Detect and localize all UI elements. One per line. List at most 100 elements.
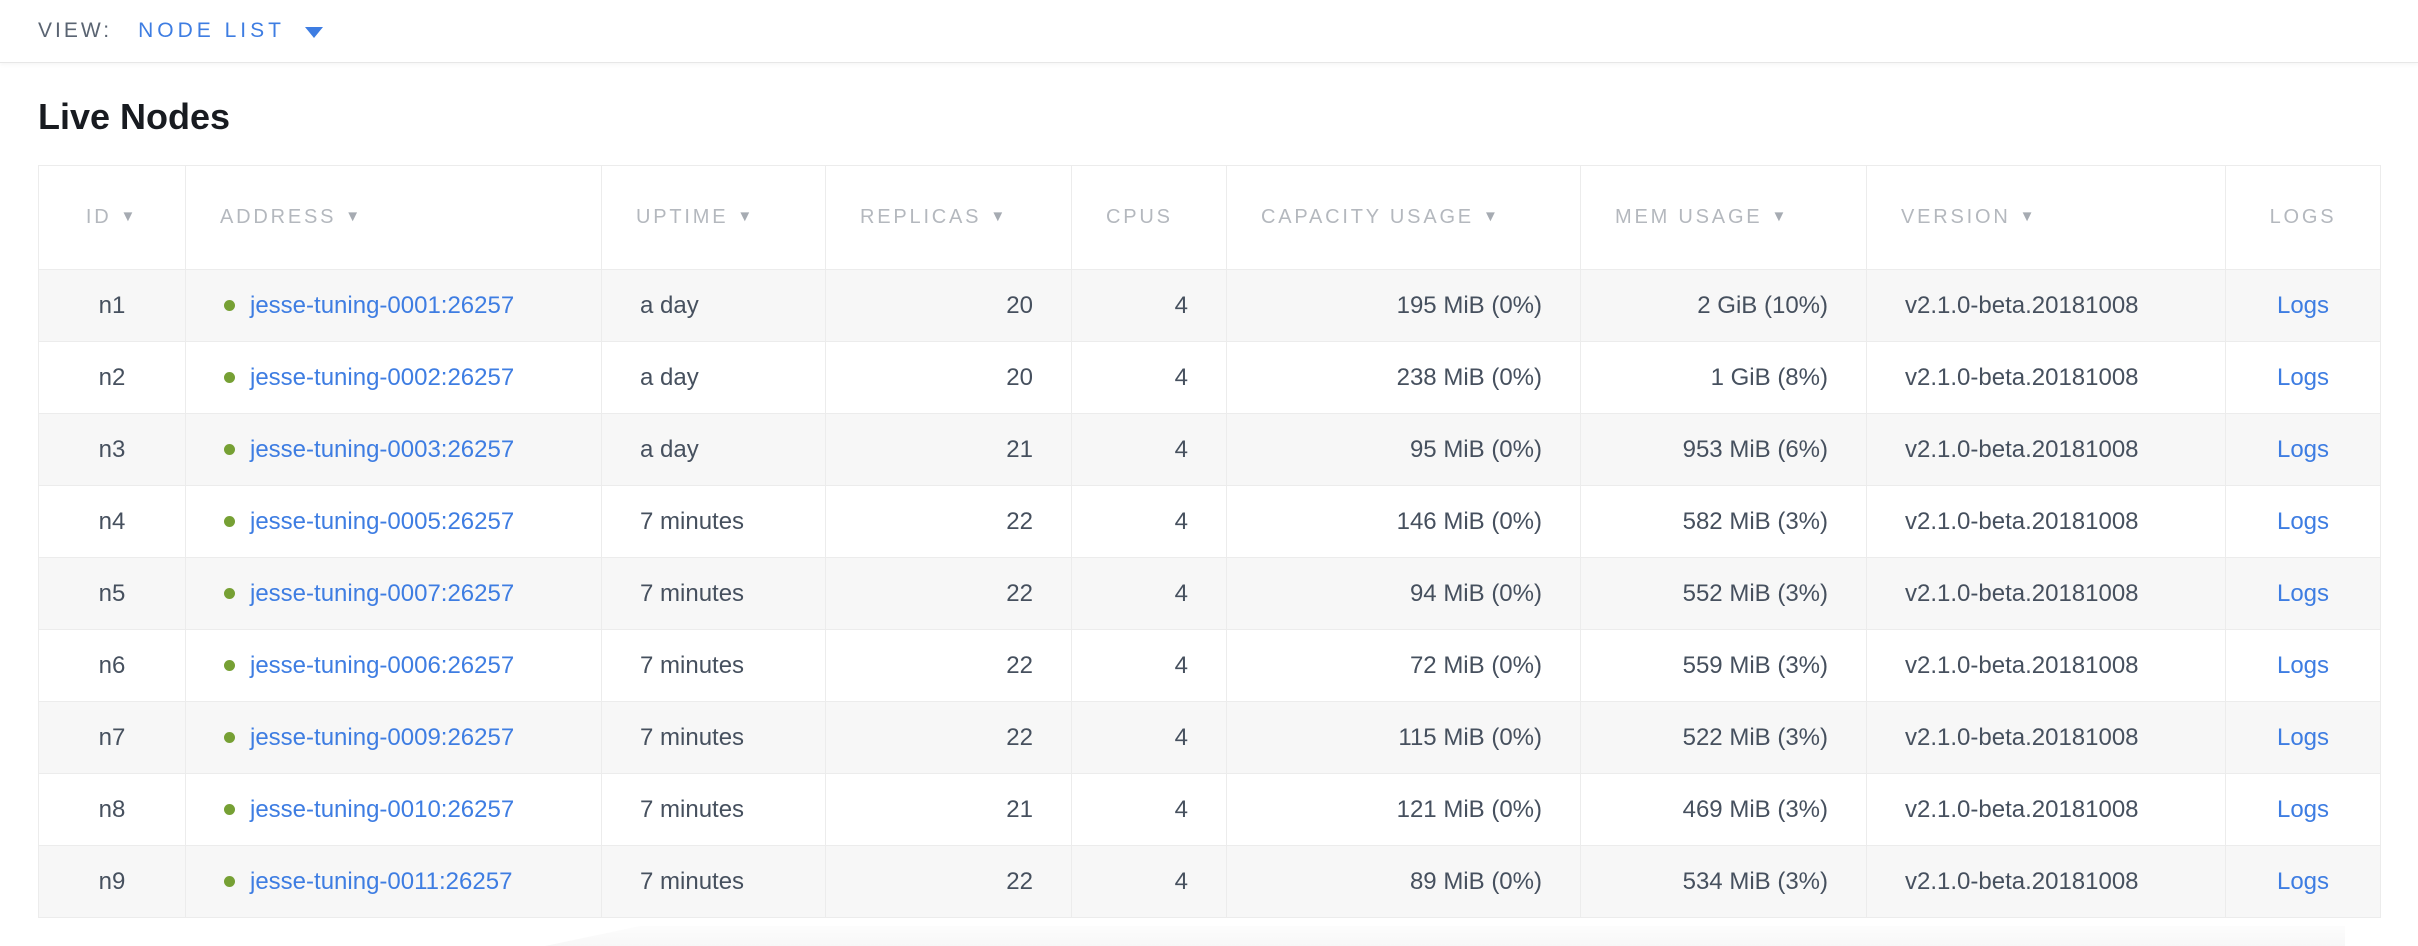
sort-arrow-icon: ▼: [1771, 208, 1790, 225]
node-row-n9: n9 jesse-tuning-0011:26257 7 minutes 22 4 89 …: [38, 845, 2381, 918]
cell-logs: Logs: [2225, 269, 2381, 342]
cell-logs: Logs: [2225, 845, 2381, 918]
cell-logs: Logs: [2225, 557, 2381, 630]
node-logs-link[interactable]: Logs: [2276, 507, 2330, 535]
view-label: VIEW:: [38, 19, 113, 42]
cell-cpus: 4: [1071, 413, 1227, 486]
sort-arrow-icon: ▼: [2019, 208, 2038, 225]
node-address-link[interactable]: jesse-tuning-0009:26257: [250, 723, 515, 751]
node-address-link[interactable]: jesse-tuning-0005:26257: [250, 507, 515, 535]
sort-arrow-icon: ▼: [990, 208, 1008, 225]
node-logs-link[interactable]: Logs: [2276, 867, 2330, 895]
node-logs-link[interactable]: Logs: [2276, 291, 2330, 319]
node-logs-link[interactable]: Logs: [2276, 579, 2330, 607]
table-header: ID ▼ ADDRESS ▼ UPTIME ▼ REPLICAS ▼ CPUS CAPACITY …: [38, 165, 2381, 270]
cell-version: v2.1.0-beta.20181008: [1866, 557, 2226, 630]
address-cell-content: jesse-tuning-0003:26257: [224, 436, 563, 464]
cell-version: v2.1.0-beta.20181008: [1866, 341, 2226, 414]
node-row-n5: n5 jesse-tuning-0007:26257 7 minutes 22 4 94 …: [38, 557, 2381, 630]
column-header-label: UPTIME: [636, 206, 729, 228]
node-address-link[interactable]: jesse-tuning-0007:26257: [250, 579, 515, 607]
page-title: Live Nodes: [38, 96, 231, 137]
column-header-uptime[interactable]: UPTIME ▼: [601, 165, 826, 270]
cell-capacity: 238 MiB (0%): [1226, 341, 1581, 414]
column-header-version[interactable]: VERSION ▼: [1866, 165, 2226, 270]
cell-address: jesse-tuning-0005:26257: [185, 485, 602, 558]
cell-capacity: 95 MiB (0%): [1226, 413, 1581, 486]
cell-replicas: 22: [825, 845, 1072, 918]
cell-logs: Logs: [2225, 341, 2381, 414]
live-status-dot-icon: [224, 372, 235, 383]
live-status-dot-icon: [224, 660, 235, 671]
column-header-label: ADDRESS: [220, 206, 337, 228]
cell-version: v2.1.0-beta.20181008: [1866, 629, 2226, 702]
column-header-label: CPUS: [1106, 206, 1173, 228]
column-header-replicas[interactable]: REPLICAS ▼: [825, 165, 1072, 270]
column-header-id[interactable]: ID ▼: [38, 165, 186, 270]
column-header-label: VERSION: [1901, 206, 2011, 228]
node-row-n8: n8 jesse-tuning-0010:26257 7 minutes 21 4 121…: [38, 773, 2381, 846]
node-row-n2: n2 jesse-tuning-0002:26257 a day 20 4 238 MiB…: [38, 341, 2381, 414]
cell-uptime: 7 minutes: [601, 485, 826, 558]
cell-cpus: 4: [1071, 485, 1227, 558]
cell-mem: 559 MiB (3%): [1580, 629, 1867, 702]
live-nodes-table: ID ▼ ADDRESS ▼ UPTIME ▼ REPLICAS ▼ CPUS CAPACITY …: [38, 165, 2381, 918]
cell-uptime: a day: [601, 341, 826, 414]
node-logs-link[interactable]: Logs: [2276, 795, 2330, 823]
sort-arrow-icon: ▼: [1482, 208, 1501, 225]
node-address-link[interactable]: jesse-tuning-0001:26257: [250, 291, 515, 319]
node-logs-link[interactable]: Logs: [2276, 651, 2330, 679]
cell-mem: 522 MiB (3%): [1580, 701, 1867, 774]
cell-cpus: 4: [1071, 701, 1227, 774]
node-logs-link[interactable]: Logs: [2276, 435, 2330, 463]
column-header-capacity[interactable]: CAPACITY USAGE ▼: [1226, 165, 1581, 270]
cell-id: n2: [38, 341, 186, 414]
address-cell-content: jesse-tuning-0007:26257: [224, 580, 563, 608]
cell-address: jesse-tuning-0001:26257: [185, 269, 602, 342]
cell-logs: Logs: [2225, 773, 2381, 846]
cell-logs: Logs: [2225, 629, 2381, 702]
cell-logs: Logs: [2225, 485, 2381, 558]
cell-id: n7: [38, 701, 186, 774]
cell-id: n6: [38, 629, 186, 702]
table-body: n1 jesse-tuning-0001:26257 a day 20 4 195 MiB…: [38, 269, 2381, 918]
cell-capacity: 72 MiB (0%): [1226, 629, 1581, 702]
address-cell-content: jesse-tuning-0002:26257: [224, 364, 563, 392]
node-logs-link[interactable]: Logs: [2276, 723, 2330, 751]
node-address-link[interactable]: jesse-tuning-0011:26257: [250, 867, 513, 895]
cell-version: v2.1.0-beta.20181008: [1866, 845, 2226, 918]
cell-uptime: 7 minutes: [601, 629, 826, 702]
cell-replicas: 22: [825, 629, 1072, 702]
address-cell-content: jesse-tuning-0010:26257: [224, 796, 563, 824]
cell-version: v2.1.0-beta.20181008: [1866, 701, 2226, 774]
address-cell-content: jesse-tuning-0006:26257: [224, 652, 563, 680]
live-status-dot-icon: [224, 300, 235, 311]
cell-capacity: 94 MiB (0%): [1226, 557, 1581, 630]
address-cell-content: jesse-tuning-0009:26257: [224, 724, 563, 752]
sort-arrow-icon: ▼: [737, 208, 756, 225]
column-header-cpus: CPUS: [1071, 165, 1227, 270]
cell-uptime: 7 minutes: [601, 701, 826, 774]
view-dropdown[interactable]: NODE LIST: [138, 19, 323, 43]
cell-address: jesse-tuning-0003:26257: [185, 413, 602, 486]
live-status-dot-icon: [224, 444, 235, 455]
node-address-link[interactable]: jesse-tuning-0010:26257: [250, 795, 515, 823]
column-header-address[interactable]: ADDRESS ▼: [185, 165, 602, 270]
cell-cpus: 4: [1071, 341, 1227, 414]
node-address-link[interactable]: jesse-tuning-0003:26257: [250, 435, 515, 463]
column-header-mem[interactable]: MEM USAGE ▼: [1580, 165, 1867, 270]
cell-version: v2.1.0-beta.20181008: [1866, 485, 2226, 558]
live-status-dot-icon: [224, 516, 235, 527]
cell-address: jesse-tuning-0006:26257: [185, 629, 602, 702]
node-address-link[interactable]: jesse-tuning-0006:26257: [250, 651, 515, 679]
live-status-dot-icon: [224, 732, 235, 743]
column-header-label: CAPACITY USAGE: [1261, 206, 1474, 228]
node-address-link[interactable]: jesse-tuning-0002:26257: [250, 363, 515, 391]
view-dropdown-value: NODE LIST: [138, 19, 285, 42]
cell-capacity: 115 MiB (0%): [1226, 701, 1581, 774]
address-cell-content: jesse-tuning-0005:26257: [224, 508, 563, 536]
column-header-logs: LOGS: [2225, 165, 2381, 270]
cell-address: jesse-tuning-0007:26257: [185, 557, 602, 630]
table-header-row: ID ▼ ADDRESS ▼ UPTIME ▼ REPLICAS ▼ CPUS CAPACITY …: [38, 165, 2381, 270]
node-logs-link[interactable]: Logs: [2276, 363, 2330, 391]
